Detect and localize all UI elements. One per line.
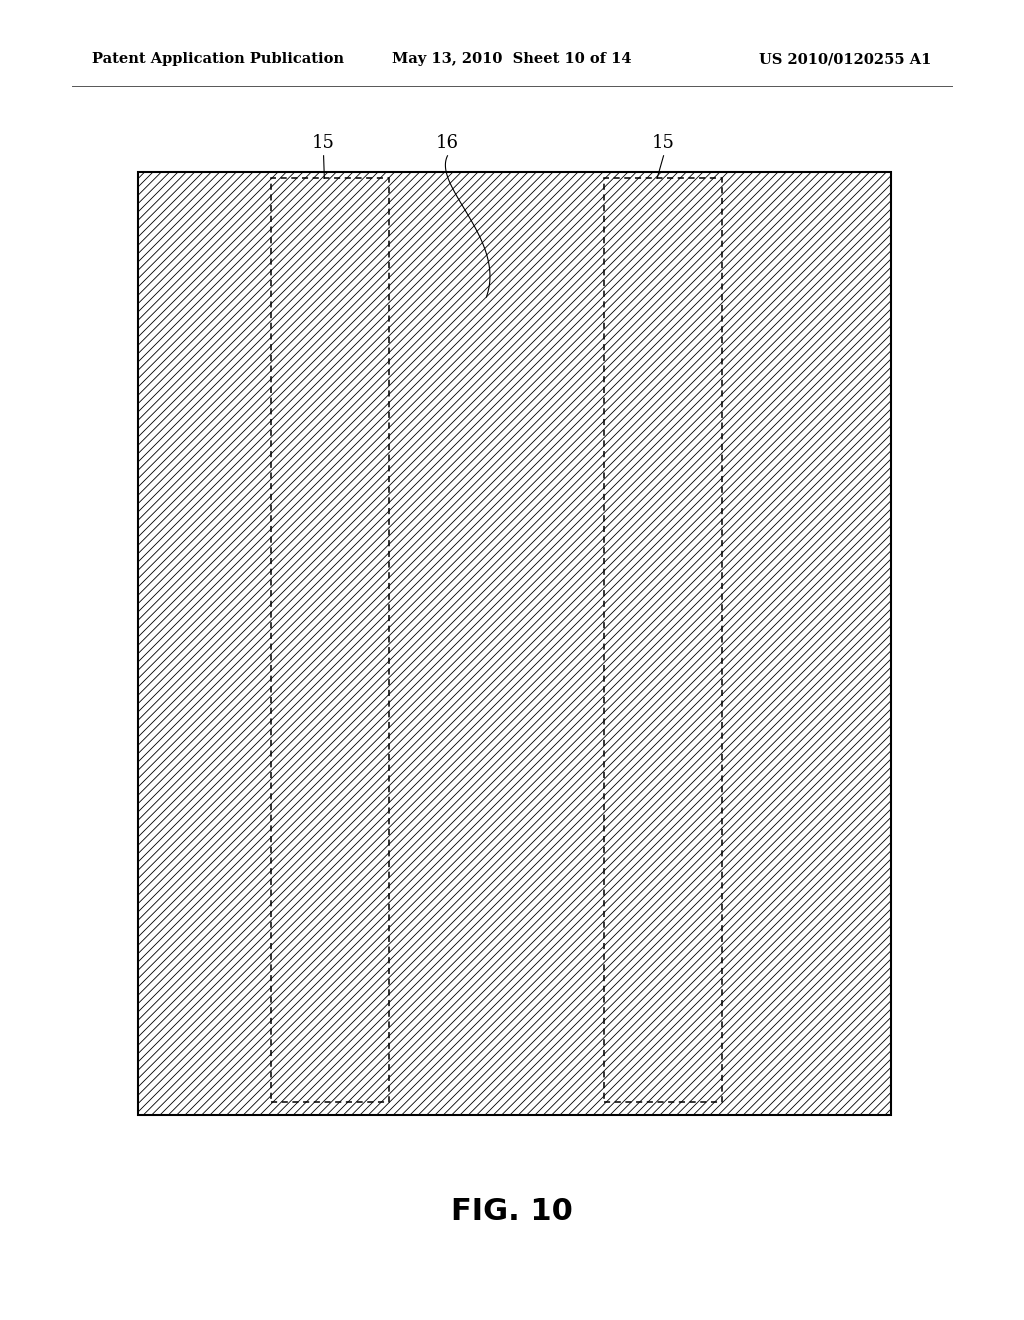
- Text: May 13, 2010  Sheet 10 of 14: May 13, 2010 Sheet 10 of 14: [392, 53, 632, 66]
- Text: 15: 15: [652, 133, 675, 152]
- Text: 15: 15: [312, 133, 335, 152]
- Bar: [271, 178, 389, 1102]
- Text: Patent Application Publication: Patent Application Publication: [92, 53, 344, 66]
- Bar: [138, 172, 891, 1115]
- Text: 16: 16: [436, 133, 459, 152]
- Bar: [604, 178, 722, 1102]
- Text: FIG. 10: FIG. 10: [451, 1197, 573, 1226]
- Text: US 2010/0120255 A1: US 2010/0120255 A1: [760, 53, 932, 66]
